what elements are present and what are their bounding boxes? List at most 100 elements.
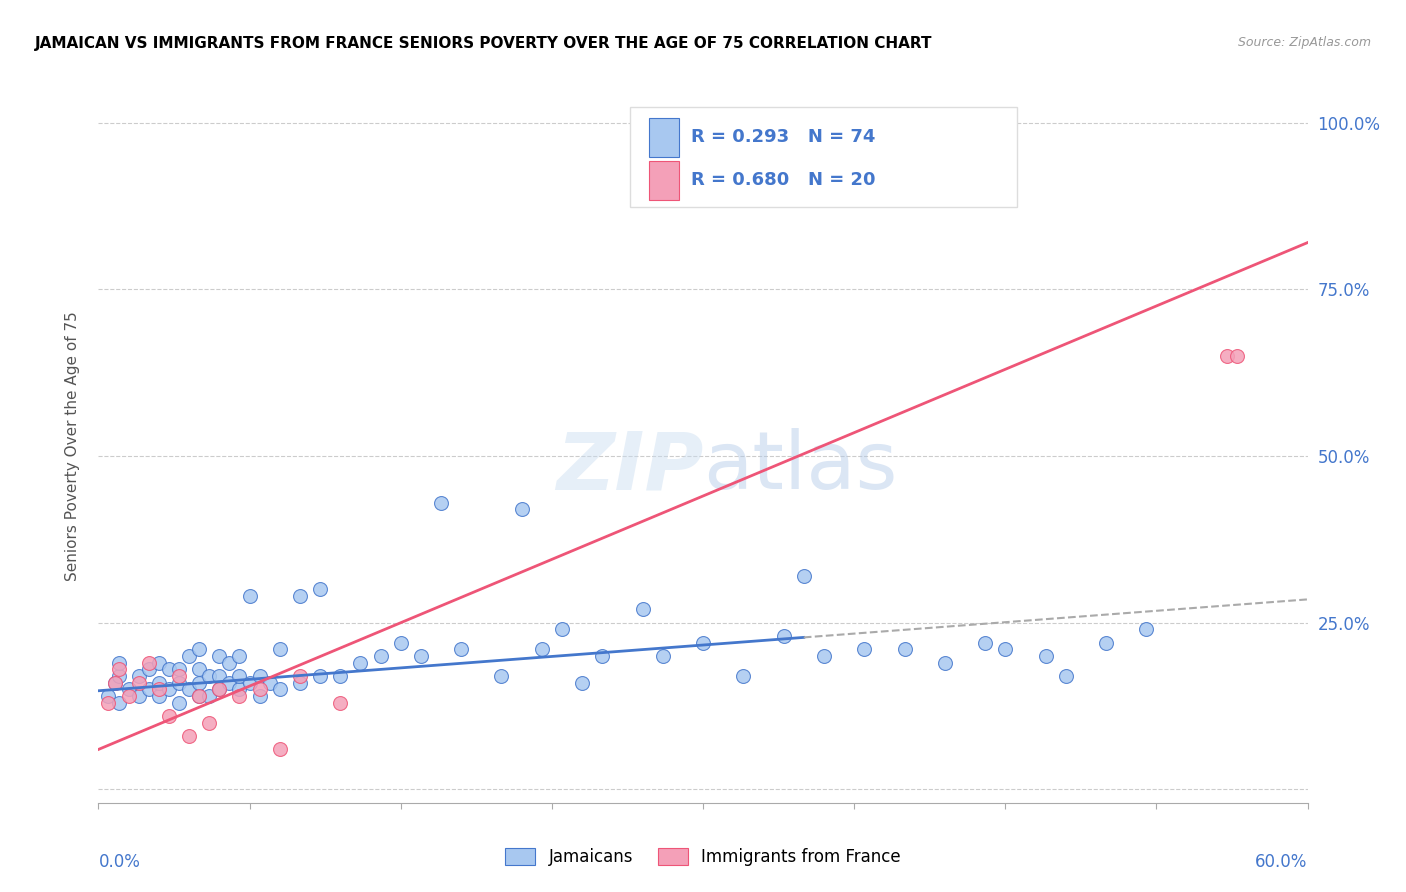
Point xyxy=(107,662,129,676)
Point xyxy=(138,656,160,670)
Point xyxy=(349,656,371,670)
Point xyxy=(530,642,553,657)
Point xyxy=(309,582,332,597)
Point xyxy=(208,649,231,664)
Text: R = 0.680   N = 20: R = 0.680 N = 20 xyxy=(690,171,876,189)
Point xyxy=(107,696,129,710)
Text: JAMAICAN VS IMMIGRANTS FROM FRANCE SENIORS POVERTY OVER THE AGE OF 75 CORRELATIO: JAMAICAN VS IMMIGRANTS FROM FRANCE SENIO… xyxy=(35,36,932,51)
Point xyxy=(329,669,352,683)
Text: R = 0.293   N = 74: R = 0.293 N = 74 xyxy=(690,128,876,146)
Point xyxy=(103,675,125,690)
Point xyxy=(239,589,262,603)
Point xyxy=(138,682,160,697)
Point xyxy=(239,675,262,690)
Point xyxy=(571,675,593,690)
Point xyxy=(651,649,673,664)
Point xyxy=(249,682,271,697)
Point xyxy=(288,675,311,690)
Point xyxy=(309,669,332,683)
Point xyxy=(198,689,221,703)
Point xyxy=(157,709,180,723)
Point xyxy=(97,689,120,703)
Point xyxy=(148,689,170,703)
Point xyxy=(591,649,613,664)
Point xyxy=(1226,349,1249,363)
Point xyxy=(167,696,190,710)
Point xyxy=(450,642,472,657)
Point xyxy=(118,682,141,697)
FancyBboxPatch shape xyxy=(630,107,1018,207)
Point xyxy=(179,682,201,697)
Point xyxy=(329,696,352,710)
Point xyxy=(167,669,190,683)
Point xyxy=(107,669,129,683)
Point xyxy=(551,623,574,637)
Point xyxy=(157,662,180,676)
Point xyxy=(994,642,1017,657)
Point xyxy=(1216,349,1239,363)
Point xyxy=(218,656,240,670)
Point xyxy=(118,689,141,703)
Point xyxy=(208,669,231,683)
Text: 0.0%: 0.0% xyxy=(98,853,141,871)
Point xyxy=(1054,669,1077,683)
Point xyxy=(218,675,240,690)
Text: 60.0%: 60.0% xyxy=(1256,853,1308,871)
Point xyxy=(148,675,170,690)
Point xyxy=(188,662,211,676)
Point xyxy=(409,649,432,664)
Point xyxy=(269,742,291,756)
Point xyxy=(208,682,231,697)
Point xyxy=(188,642,211,657)
Point xyxy=(259,675,281,690)
Point xyxy=(370,649,392,664)
Point xyxy=(269,642,291,657)
Point xyxy=(188,689,211,703)
Point xyxy=(228,689,250,703)
Point xyxy=(148,656,170,670)
Point xyxy=(128,689,150,703)
Point xyxy=(167,662,190,676)
Point xyxy=(832,122,855,136)
Point xyxy=(934,656,956,670)
Point xyxy=(208,682,231,697)
Point xyxy=(138,662,160,676)
Point xyxy=(103,675,125,690)
Bar xyxy=(648,118,679,157)
Point xyxy=(157,682,180,697)
Point xyxy=(853,642,876,657)
Point xyxy=(1095,636,1118,650)
Point xyxy=(249,669,271,683)
Point xyxy=(631,602,654,616)
Legend: Jamaicans, Immigrants from France: Jamaicans, Immigrants from France xyxy=(499,841,907,873)
Point xyxy=(228,682,250,697)
Point xyxy=(430,496,453,510)
Text: ZIP: ZIP xyxy=(555,428,703,507)
Point xyxy=(188,675,211,690)
Point xyxy=(198,669,221,683)
Point xyxy=(198,715,221,730)
Point xyxy=(1135,623,1157,637)
Point xyxy=(692,636,714,650)
Point xyxy=(491,669,513,683)
Point xyxy=(389,636,412,650)
Point xyxy=(772,629,794,643)
Point xyxy=(288,589,311,603)
Point xyxy=(510,502,533,516)
Point xyxy=(228,649,250,664)
Text: Source: ZipAtlas.com: Source: ZipAtlas.com xyxy=(1237,36,1371,49)
Y-axis label: Seniors Poverty Over the Age of 75: Seniors Poverty Over the Age of 75 xyxy=(65,311,80,581)
Point xyxy=(179,649,201,664)
Point xyxy=(97,696,120,710)
Point xyxy=(893,642,915,657)
Point xyxy=(179,729,201,743)
Point xyxy=(167,675,190,690)
Text: atlas: atlas xyxy=(703,428,897,507)
Point xyxy=(188,689,211,703)
Point xyxy=(813,649,835,664)
Point xyxy=(793,569,815,583)
Point xyxy=(228,669,250,683)
Point xyxy=(269,682,291,697)
Point xyxy=(974,636,997,650)
Point xyxy=(1035,649,1057,664)
